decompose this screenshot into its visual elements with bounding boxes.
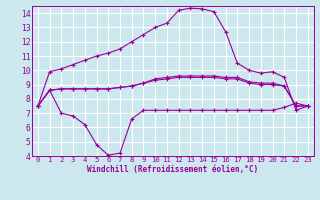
X-axis label: Windchill (Refroidissement éolien,°C): Windchill (Refroidissement éolien,°C)	[87, 165, 258, 174]
